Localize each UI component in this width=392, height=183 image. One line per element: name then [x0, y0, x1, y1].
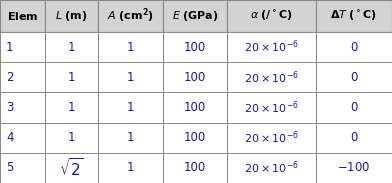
- Bar: [45, 153, 98, 183]
- Text: $\mathbf{\mathit{\alpha}}$ $\mathbf{(/^\circ C)}$: $\mathbf{\mathit{\alpha}}$ $\mathbf{(/^\…: [250, 9, 293, 23]
- Bar: [227, 153, 316, 183]
- Bar: [163, 153, 227, 183]
- Bar: [227, 32, 316, 62]
- Bar: [0, 62, 45, 92]
- Text: 100: 100: [184, 71, 206, 84]
- Text: 1: 1: [68, 41, 75, 54]
- Text: $\mathbf{\Delta \mathit{T}}$ $\mathbf{(^\circ C)}$: $\mathbf{\Delta \mathit{T}}$ $\mathbf{(^…: [330, 9, 377, 23]
- Text: 2: 2: [6, 71, 14, 84]
- Bar: [0, 32, 45, 62]
- Text: 0: 0: [350, 101, 358, 114]
- Text: 0: 0: [350, 71, 358, 84]
- Text: 1: 1: [127, 161, 134, 174]
- Bar: [316, 123, 392, 153]
- Bar: [163, 92, 227, 123]
- Bar: [227, 0, 316, 32]
- Text: 1: 1: [68, 71, 75, 84]
- Text: 1: 1: [127, 101, 134, 114]
- Bar: [163, 62, 227, 92]
- Text: $\mathbf{\mathit{A}}$ $\mathbf{(cm^2)}$: $\mathbf{\mathit{A}}$ $\mathbf{(cm^2)}$: [107, 7, 154, 25]
- Text: $\sqrt{2}$: $\sqrt{2}$: [59, 157, 84, 179]
- Text: 1: 1: [68, 101, 75, 114]
- Bar: [227, 123, 316, 153]
- Bar: [227, 62, 316, 92]
- Bar: [163, 32, 227, 62]
- Text: $\mathbf{Elem}$: $\mathbf{Elem}$: [7, 10, 38, 22]
- Bar: [316, 62, 392, 92]
- Bar: [0, 0, 45, 32]
- Bar: [45, 62, 98, 92]
- Bar: [163, 0, 227, 32]
- Text: $20 \times 10^{-6}$: $20 \times 10^{-6}$: [244, 39, 299, 55]
- Bar: [45, 0, 98, 32]
- Bar: [163, 123, 227, 153]
- Bar: [316, 153, 392, 183]
- Text: $\mathbf{\mathit{E}}$ $\mathbf{(GPa)}$: $\mathbf{\mathit{E}}$ $\mathbf{(GPa)}$: [172, 9, 218, 23]
- Text: $20 \times 10^{-6}$: $20 \times 10^{-6}$: [244, 69, 299, 86]
- Bar: [0, 153, 45, 183]
- Text: 0: 0: [350, 41, 358, 54]
- Bar: [45, 32, 98, 62]
- Bar: [98, 92, 163, 123]
- Text: $-100$: $-100$: [337, 161, 370, 174]
- Bar: [316, 32, 392, 62]
- Text: $20 \times 10^{-6}$: $20 \times 10^{-6}$: [244, 129, 299, 146]
- Bar: [0, 123, 45, 153]
- Text: 4: 4: [6, 131, 14, 144]
- Text: 100: 100: [184, 41, 206, 54]
- Bar: [98, 0, 163, 32]
- Text: 1: 1: [127, 71, 134, 84]
- Text: 100: 100: [184, 161, 206, 174]
- Text: 100: 100: [184, 101, 206, 114]
- Text: 100: 100: [184, 131, 206, 144]
- Bar: [45, 92, 98, 123]
- Bar: [0, 92, 45, 123]
- Bar: [316, 92, 392, 123]
- Text: 0: 0: [350, 131, 358, 144]
- Bar: [316, 0, 392, 32]
- Bar: [98, 32, 163, 62]
- Text: 1: 1: [68, 131, 75, 144]
- Text: 1: 1: [127, 41, 134, 54]
- Text: 3: 3: [6, 101, 14, 114]
- Bar: [227, 92, 316, 123]
- Text: 5: 5: [6, 161, 14, 174]
- Text: $\mathbf{\mathit{L}}$ $\mathbf{(m)}$: $\mathbf{\mathit{L}}$ $\mathbf{(m)}$: [55, 9, 88, 23]
- Bar: [45, 123, 98, 153]
- Text: 1: 1: [127, 131, 134, 144]
- Text: $20 \times 10^{-6}$: $20 \times 10^{-6}$: [244, 160, 299, 176]
- Bar: [98, 62, 163, 92]
- Text: 1: 1: [6, 41, 14, 54]
- Text: $20 \times 10^{-6}$: $20 \times 10^{-6}$: [244, 99, 299, 116]
- Bar: [98, 153, 163, 183]
- Bar: [98, 123, 163, 153]
